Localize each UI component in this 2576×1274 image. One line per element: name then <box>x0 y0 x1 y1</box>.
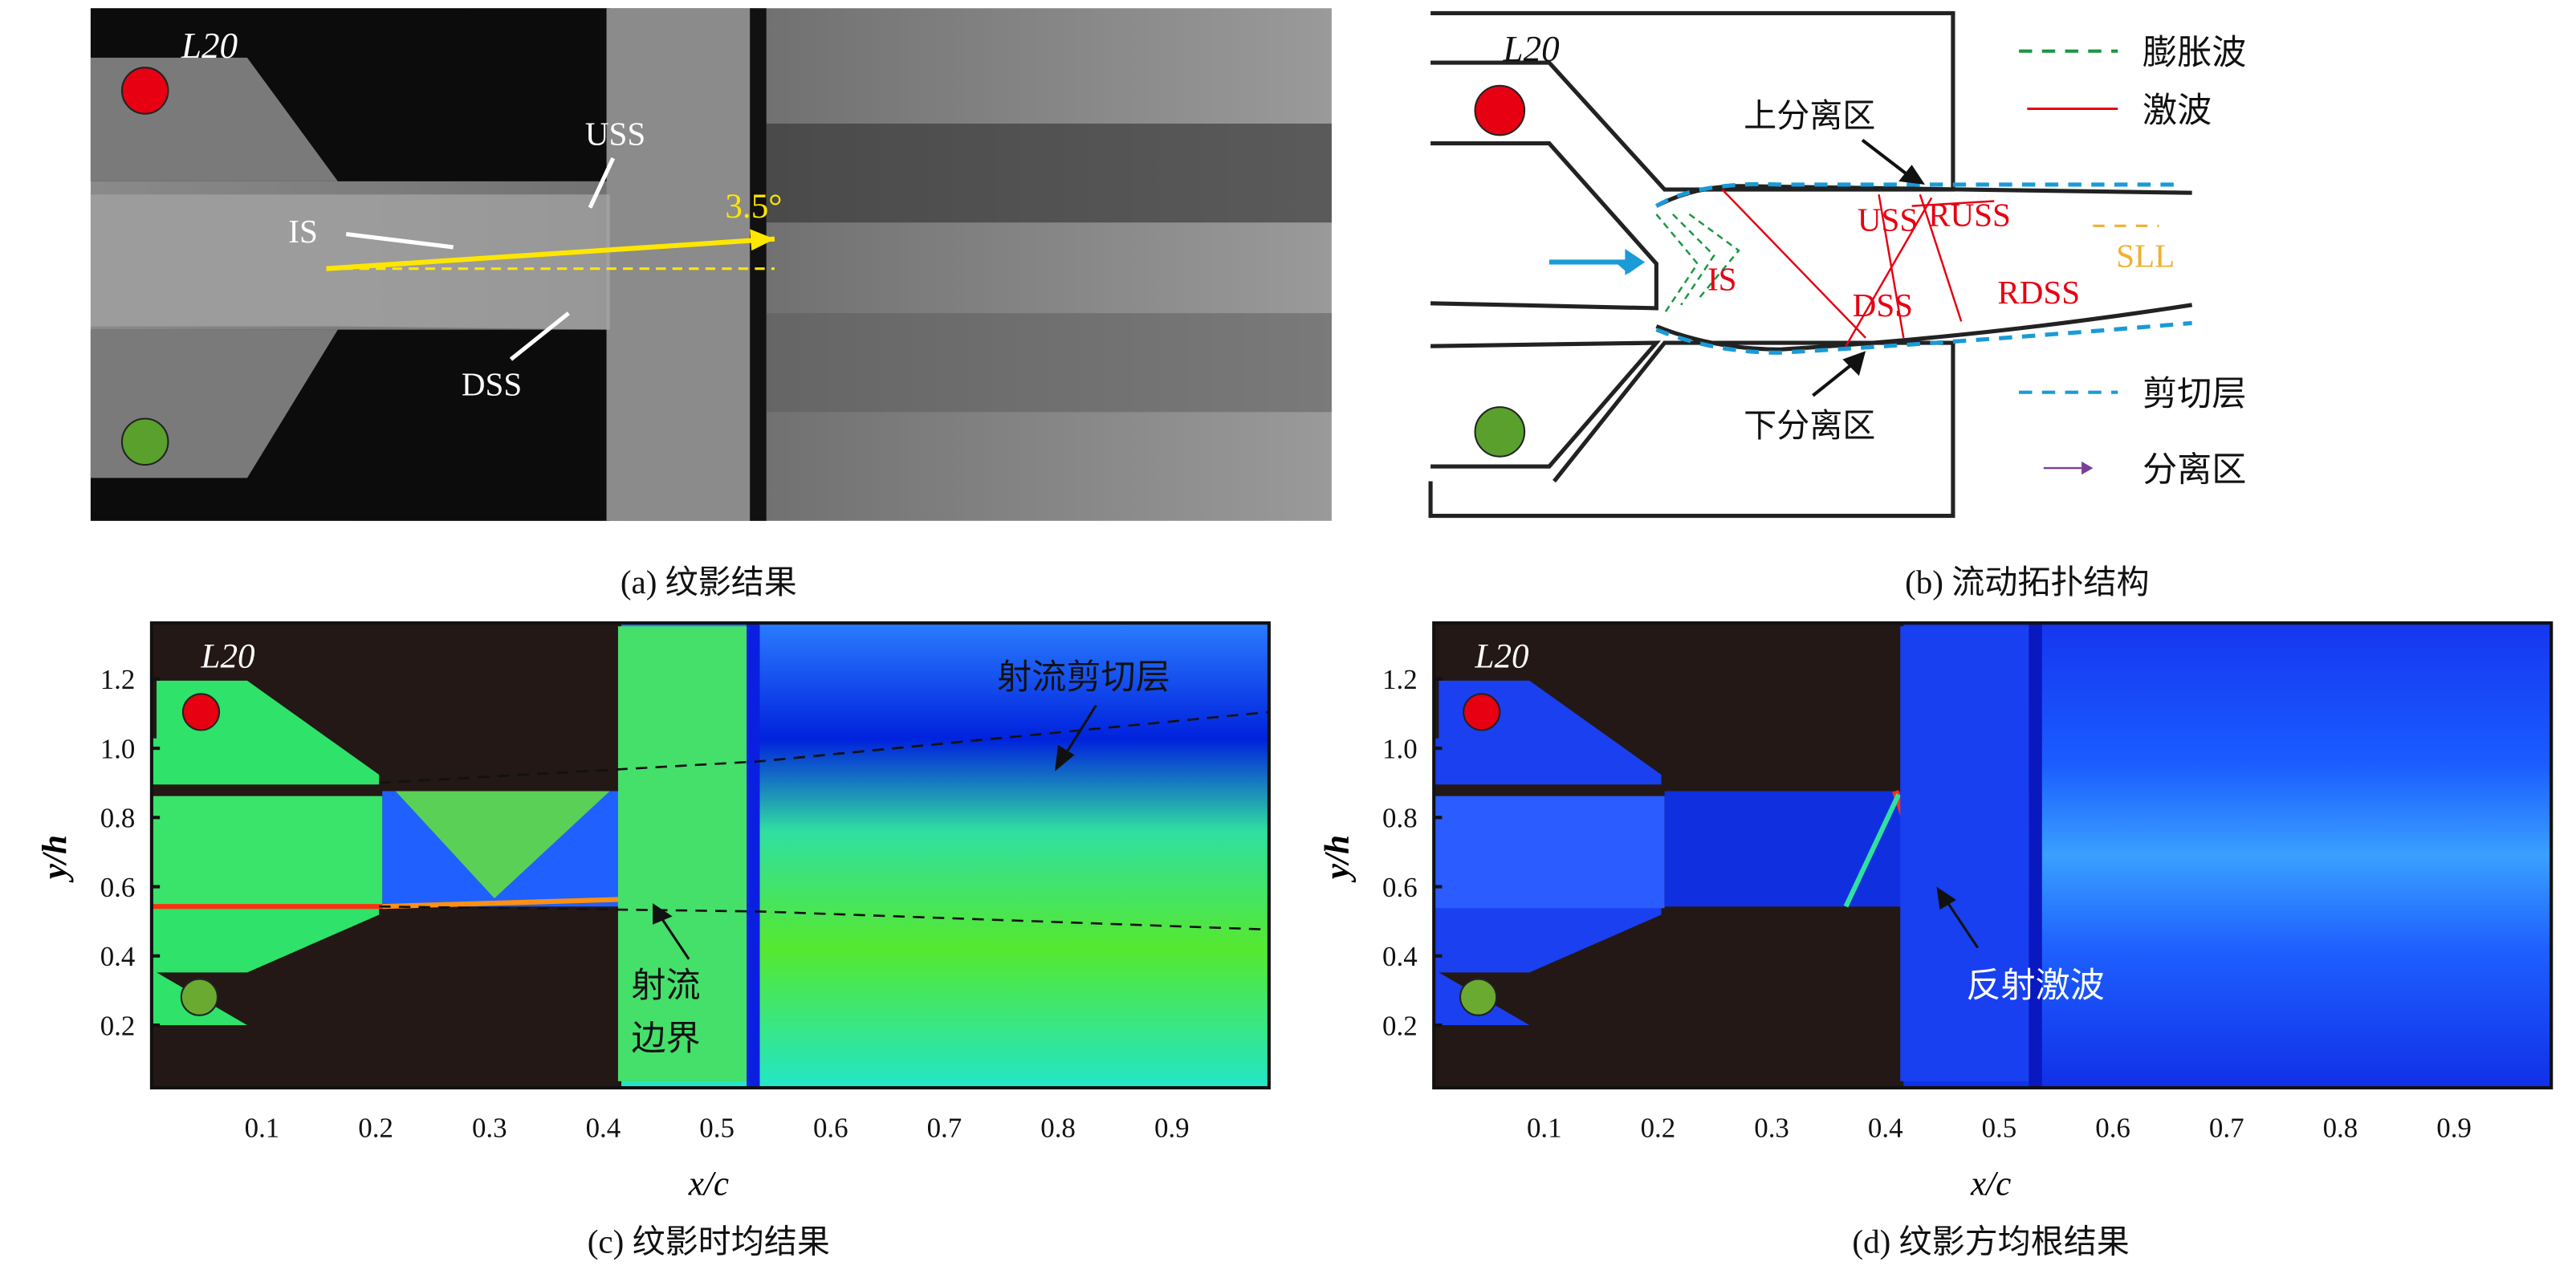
y-tick-label: 1.2 <box>100 664 136 695</box>
x-tick-label: 0.3 <box>472 1113 507 1144</box>
x-tick-label: 0.2 <box>358 1113 393 1144</box>
y-tick-label: 0.2 <box>1382 1010 1418 1041</box>
y-tick-label: 0.6 <box>100 872 136 903</box>
legend-shock-wave: 激波 <box>2143 92 2212 130</box>
uss-label-b: USS <box>1858 201 1918 238</box>
caption-a: (a) 纹影结果 <box>621 564 797 600</box>
x-tick-label: 0.5 <box>699 1113 735 1144</box>
y-tick-label: 0.4 <box>100 941 136 972</box>
x-tick-label: 0.8 <box>2323 1113 2358 1144</box>
legend: 膨胀波 激波 剪切层 分离区 <box>2019 35 2246 490</box>
angle-label: 3.5° <box>725 188 782 226</box>
x-tick-label: 0.1 <box>245 1113 280 1144</box>
axes-c: 0.1 0.2 0.3 0.4 0.5 0.6 0.7 0.8 0.9 1.2 1.0 0.8 0.6 0… <box>100 664 1190 1143</box>
x-tick-label: 0.7 <box>2209 1113 2244 1144</box>
is-label-b: IS <box>1707 260 1737 297</box>
model-label-b: L20 <box>1502 29 1559 69</box>
y-tick-label: 1.0 <box>100 733 136 764</box>
is-label: IS <box>288 213 318 250</box>
flow-arrow <box>1625 249 1645 275</box>
jet-boundary-annotation-1: 射流 <box>631 967 700 1005</box>
y-tick-label: 1.0 <box>1382 733 1418 764</box>
uss-label: USS <box>585 116 645 153</box>
caption-b: (b) 流动拓扑结构 <box>1905 564 2149 600</box>
x-tick-label: 0.4 <box>1868 1113 1903 1144</box>
x-tick-label: 0.3 <box>1754 1113 1789 1144</box>
y-tick-label: 0.8 <box>100 803 136 834</box>
plot-frame <box>149 621 1271 1090</box>
x-tick-label: 0.4 <box>586 1113 621 1144</box>
legend-shear-layer: 剪切层 <box>2143 376 2246 413</box>
model-label-d: L20 <box>1475 638 1529 676</box>
red-marker <box>120 67 169 115</box>
legend-expansion-wave: 膨胀波 <box>2143 35 2246 72</box>
model-label-c: L20 <box>200 638 254 676</box>
panel-d-rms: L20 反射激波 0.1 0.2 0.3 0.4 0.5 0.6 0.7 0.8 0.9 1.2 1… <box>1318 621 2554 1260</box>
caption-d: (d) 纹影方均根结果 <box>1852 1223 2129 1260</box>
x-axis-label-c: x/c <box>688 1165 729 1203</box>
y-axis-label-c: y/h <box>36 835 74 883</box>
sll-label: SLL <box>2116 238 2175 275</box>
reflected-shock-annotation: 反射激波 <box>1966 967 2104 1005</box>
russ-label: RUSS <box>1928 196 2011 233</box>
y-tick-label: 0.4 <box>1382 941 1418 972</box>
panel-a-schlieren: L20 3.5° USS IS DSS (a) 纹影结果 <box>90 8 1332 600</box>
x-tick-label: 0.9 <box>1154 1113 1190 1144</box>
y-axis-label-d: y/h <box>1318 835 1356 883</box>
y-tick-label: 0.8 <box>1382 803 1418 834</box>
legend-separation-zone: 分离区 <box>2143 451 2246 490</box>
green-marker <box>120 417 169 466</box>
dss-label-b: DSS <box>1853 287 1913 324</box>
model-label: L20 <box>181 26 238 66</box>
angle-arrow <box>326 236 775 271</box>
panel-b-topology: L20 USS RUSS IS DSS RDSS SLL 上分离区 下分离区 膨… <box>1428 10 2246 600</box>
axes-d: 0.1 0.2 0.3 0.4 0.5 0.6 0.7 0.8 0.9 1.2 1.0 0.8 0.6 0… <box>1382 664 2472 1143</box>
y-tick-label: 1.2 <box>1382 664 1418 695</box>
y-tick-label: 0.6 <box>1382 872 1418 903</box>
plot-frame-d <box>1432 621 2554 1090</box>
rdss-label: RDSS <box>1997 274 2080 311</box>
x-tick-label: 0.2 <box>1641 1113 1676 1144</box>
shear-layer-annotation: 射流剪切层 <box>997 659 1170 697</box>
x-tick-label: 0.6 <box>2095 1113 2130 1144</box>
jet-boundary-annotation-2: 边界 <box>631 1020 700 1058</box>
panel-c-time-averaged: L20 射流剪切层 射流 边界 0.1 0.2 0.3 0.4 0.5 0.6 0.7 0.8… <box>36 621 1271 1260</box>
x-tick-label: 0.7 <box>927 1113 962 1144</box>
caption-c: (c) 纹影时均结果 <box>588 1223 830 1260</box>
y-tick-label: 0.2 <box>100 1010 136 1041</box>
x-tick-label: 0.8 <box>1040 1113 1076 1144</box>
lower-separation-label: 下分离区 <box>1744 407 1875 444</box>
x-tick-label: 0.1 <box>1527 1113 1562 1144</box>
upper-separation-label: 上分离区 <box>1744 97 1875 134</box>
dss-label: DSS <box>462 366 522 403</box>
x-tick-label: 0.6 <box>813 1113 848 1144</box>
x-tick-label: 0.9 <box>2436 1113 2472 1144</box>
x-tick-label: 0.5 <box>1982 1113 2017 1144</box>
x-axis-label-d: x/c <box>1970 1165 2011 1203</box>
